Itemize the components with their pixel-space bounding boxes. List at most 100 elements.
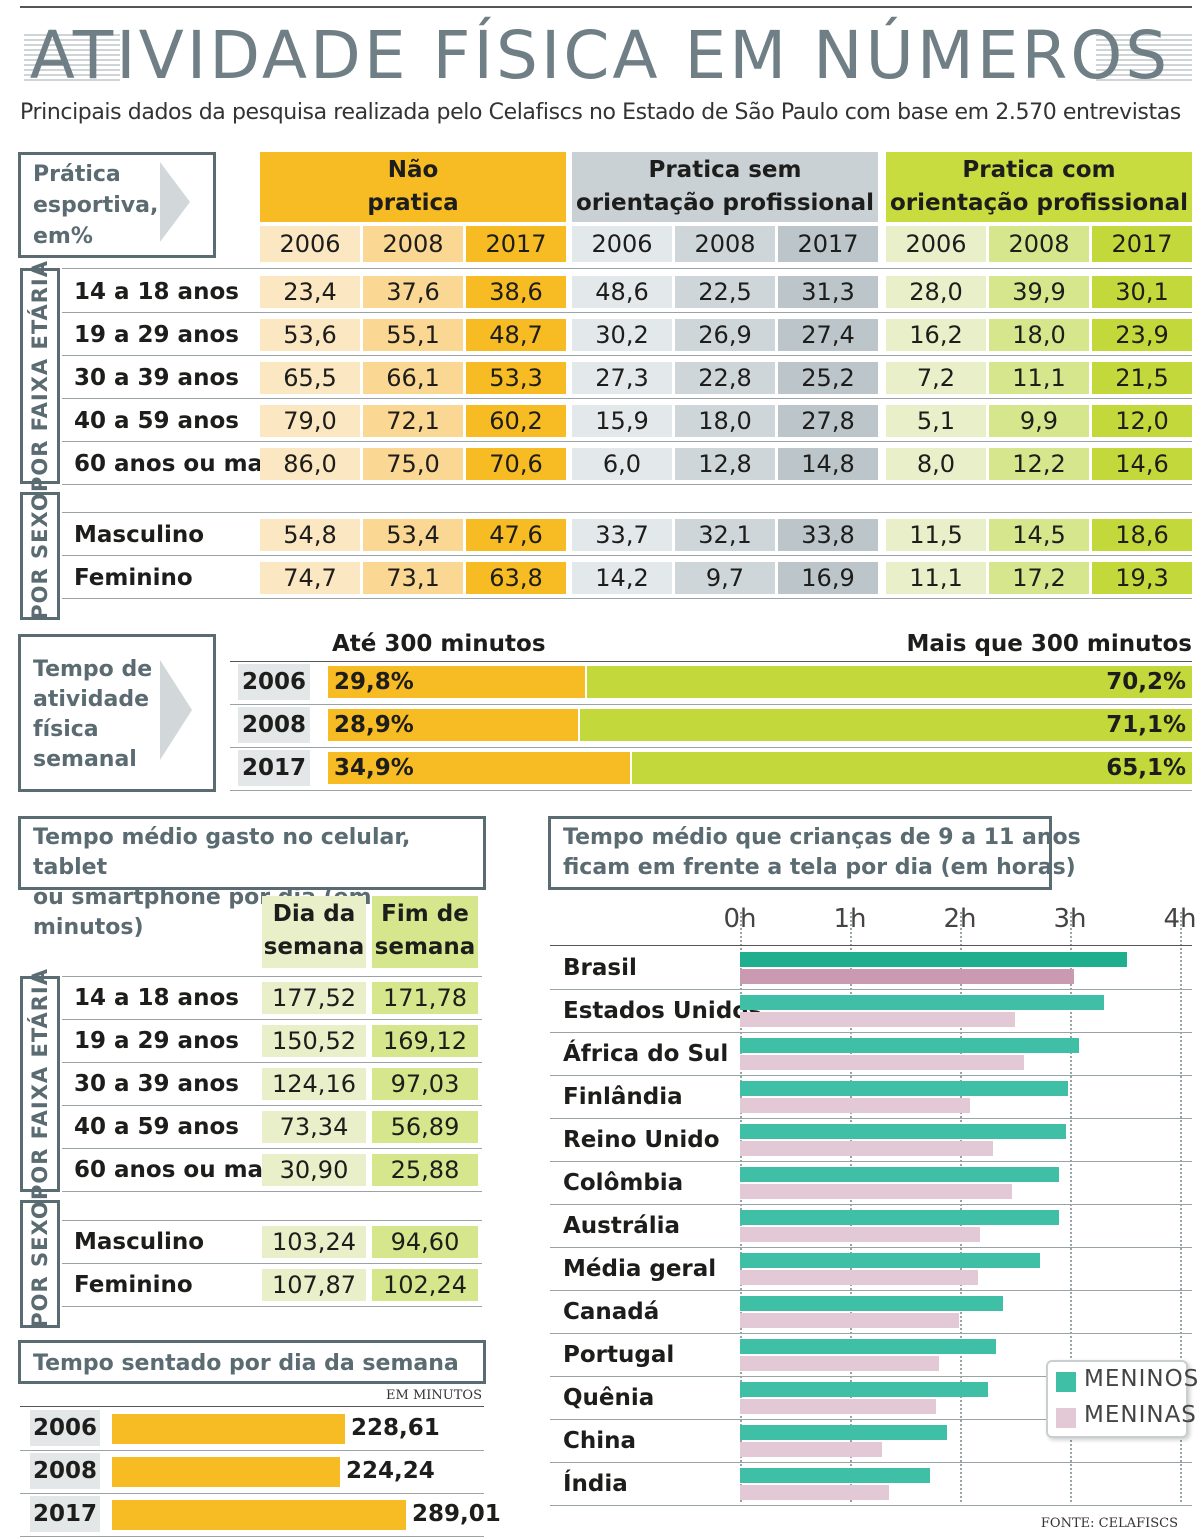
- chart-row-rule: [550, 1462, 1192, 1463]
- table-cell: 47,6: [466, 519, 566, 551]
- row-rule: [62, 441, 1192, 442]
- table-cell: 55,1: [363, 319, 463, 351]
- table-cell: 25,2: [778, 362, 878, 394]
- weekly-left-value: 29,8%: [334, 669, 414, 695]
- weekend-cell: 171,78: [372, 982, 478, 1014]
- table-cell: 5,1: [886, 405, 986, 437]
- table-cell: 27,8: [778, 405, 878, 437]
- x-gridline: [960, 912, 962, 1502]
- section-tab-label: POR FAIXA ETÁRIA: [28, 259, 52, 493]
- sitting-row-rule: [20, 1450, 484, 1451]
- weekly-right-value: 71,1%: [1106, 712, 1186, 738]
- chart-row-rule: [550, 989, 1192, 990]
- section-tab-label: POR SEXO: [28, 1200, 52, 1328]
- row-label: Masculino: [74, 522, 205, 548]
- weekly-label-line: física: [33, 717, 99, 742]
- table-cell: 9,7: [675, 562, 775, 594]
- table-cell: 38,6: [466, 276, 566, 308]
- row-label: Feminino: [74, 1272, 193, 1298]
- chart-top-rule: [550, 945, 1192, 946]
- table-cell: 12,2: [989, 448, 1089, 480]
- row-rule: [62, 355, 1192, 356]
- country-label: Finlândia: [563, 1084, 683, 1110]
- legend-swatch: [1056, 1408, 1076, 1428]
- table-label: Prática esportiva, em%: [33, 159, 158, 252]
- x-gridline: [850, 912, 852, 1502]
- chart-row-rule: [550, 1333, 1192, 1334]
- year-header: 2008: [363, 226, 463, 262]
- table-cell: 28,0: [886, 276, 986, 308]
- bar-girls: [740, 1356, 939, 1371]
- group-header-2: Pratica com orientação profissional: [886, 152, 1192, 222]
- table-rule: [62, 268, 1192, 269]
- country-label: China: [563, 1428, 637, 1454]
- table-cell: 18,0: [675, 405, 775, 437]
- year-header: 2017: [1092, 226, 1192, 262]
- chart-row-rule: [550, 1161, 1192, 1162]
- weekend-cell: 97,03: [372, 1068, 478, 1100]
- bar-boys: [740, 1468, 930, 1483]
- chart-row-rule: [550, 1505, 1192, 1506]
- title-stripes-right: [1096, 34, 1192, 82]
- x-tick-label: 4h: [1163, 904, 1197, 934]
- sitting-year: 2008: [30, 1453, 100, 1489]
- weekly-left-value: 34,9%: [334, 755, 414, 781]
- table-cell: 11,1: [989, 362, 1089, 394]
- weekly-rule: [230, 661, 1192, 662]
- table-cell: 18,6: [1092, 519, 1192, 551]
- year-header: 2006: [886, 226, 986, 262]
- table-cell: 19,3: [1092, 562, 1192, 594]
- bar-girls: [740, 1485, 889, 1500]
- bar-boys: [740, 995, 1104, 1010]
- bar-boys: [740, 1382, 988, 1397]
- table-cell: 21,5: [1092, 362, 1192, 394]
- section-tab-sex: POR SEXO: [20, 492, 60, 620]
- bar-girls: [740, 1313, 959, 1328]
- group-header-line: orientação profissional: [890, 190, 1188, 216]
- sitting-rule: [20, 1406, 484, 1407]
- weekly-right-value: 65,1%: [1106, 755, 1186, 781]
- col-header-line: semana: [374, 934, 476, 960]
- table-cell: 23,9: [1092, 319, 1192, 351]
- row-label: Feminino: [74, 565, 193, 591]
- section-tab-age: POR FAIXA ETÁRIA: [20, 968, 60, 1200]
- bar-girls: [740, 1270, 978, 1285]
- table-cell: 66,1: [363, 362, 463, 394]
- row-label: Masculino: [74, 1229, 205, 1255]
- chart-title-line: Tempo médio que crianças de 9 a 11 anos: [563, 825, 1081, 850]
- row-rule: [62, 398, 1192, 399]
- table-cell: 63,8: [466, 562, 566, 594]
- group-header-line: orientação profissional: [576, 190, 874, 216]
- table-cell: 16,9: [778, 562, 878, 594]
- row-rule: [62, 312, 1192, 313]
- col-header-weekend: Fim de semana: [372, 896, 478, 968]
- table-cell: 53,6: [260, 319, 360, 351]
- weekend-cell: 25,88: [372, 1154, 478, 1186]
- table-cell: 60,2: [466, 405, 566, 437]
- section-tab-sex: POR SEXO: [20, 1200, 60, 1328]
- country-label: Quênia: [563, 1385, 655, 1411]
- table-label-line: em%: [33, 224, 93, 249]
- chevron-arrow-icon: [160, 660, 192, 760]
- weekly-bar-over-300: [580, 709, 1192, 741]
- sitting-bar: [112, 1500, 406, 1530]
- col-header-weekday: Dia da semana: [262, 896, 366, 968]
- chart-row-rule: [550, 1419, 1192, 1420]
- legend-swatch: [1056, 1372, 1076, 1392]
- table-cell: 33,8: [778, 519, 878, 551]
- group-header-0: Não pratica: [260, 152, 566, 222]
- table-cell: 53,3: [466, 362, 566, 394]
- sitting-title: Tempo sentado por dia da semana: [33, 1351, 459, 1376]
- bar-boys: [740, 952, 1127, 967]
- year-header: 2017: [466, 226, 566, 262]
- chart-row-rule: [550, 1290, 1192, 1291]
- chart-title-box: Tempo médio que crianças de 9 a 11 anos f…: [548, 816, 1081, 890]
- row-label: 19 a 29 anos: [74, 322, 239, 348]
- bar-boys: [740, 1339, 996, 1354]
- row-rule: [62, 1148, 482, 1149]
- table-cell: 86,0: [260, 448, 360, 480]
- table-cell: 37,6: [363, 276, 463, 308]
- weekly-label: Tempo de atividade física semanal: [33, 655, 152, 775]
- table-cell: 12,0: [1092, 405, 1192, 437]
- table-cell: 14,2: [572, 562, 672, 594]
